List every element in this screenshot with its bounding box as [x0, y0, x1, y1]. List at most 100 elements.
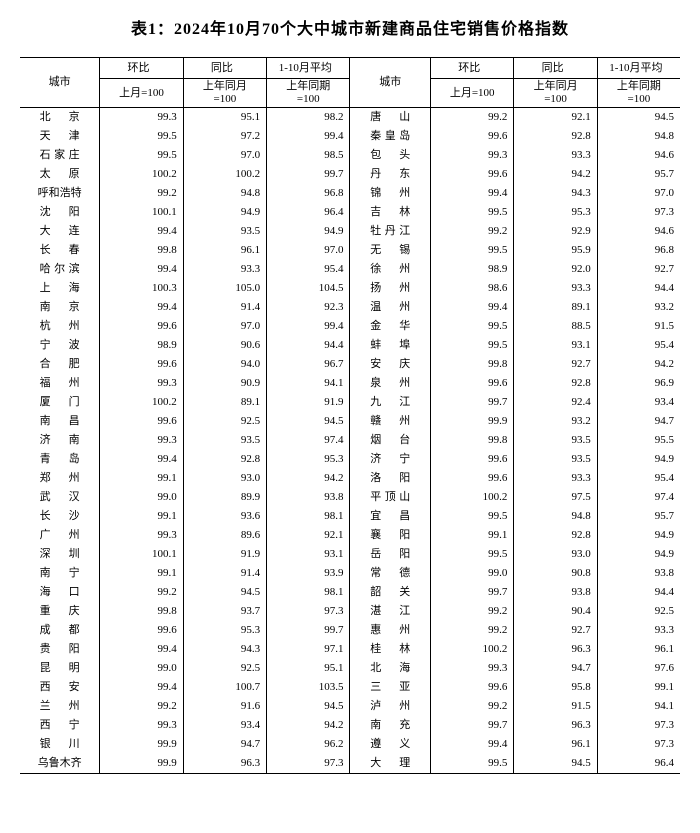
value-mom: 99.6 — [100, 412, 183, 431]
city-name: 西安 — [20, 678, 100, 697]
value-mom: 99.2 — [100, 184, 183, 203]
value-avg: 92.5 — [597, 602, 680, 621]
value-yoy: 96.3 — [183, 754, 266, 774]
value-yoy: 92.9 — [514, 222, 597, 241]
value-yoy: 95.8 — [514, 678, 597, 697]
value-yoy: 90.9 — [183, 374, 266, 393]
value-avg: 91.9 — [267, 393, 350, 412]
value-yoy: 96.1 — [514, 735, 597, 754]
value-avg: 94.9 — [597, 526, 680, 545]
value-avg: 93.1 — [267, 545, 350, 564]
value-avg: 97.0 — [267, 241, 350, 260]
value-avg: 94.7 — [597, 412, 680, 431]
city-name: 厦门 — [20, 393, 100, 412]
value-yoy: 96.3 — [514, 716, 597, 735]
city-name: 徐州 — [350, 260, 431, 279]
value-mom: 99.3 — [100, 526, 183, 545]
value-avg: 95.1 — [267, 659, 350, 678]
value-mom: 99.5 — [431, 203, 514, 222]
value-yoy: 91.4 — [183, 564, 266, 583]
value-mom: 99.3 — [100, 716, 183, 735]
value-mom: 99.5 — [431, 545, 514, 564]
value-mom: 99.2 — [100, 583, 183, 602]
value-yoy: 93.0 — [183, 469, 266, 488]
value-avg: 95.4 — [597, 469, 680, 488]
value-yoy: 93.0 — [514, 545, 597, 564]
value-mom: 99.2 — [431, 108, 514, 128]
value-avg: 97.3 — [267, 602, 350, 621]
city-name: 太原 — [20, 165, 100, 184]
value-avg: 97.3 — [597, 735, 680, 754]
value-avg: 95.3 — [267, 450, 350, 469]
value-avg: 96.1 — [597, 640, 680, 659]
value-yoy: 93.5 — [183, 431, 266, 450]
city-name: 南京 — [20, 298, 100, 317]
value-yoy: 94.7 — [183, 735, 266, 754]
value-avg: 94.2 — [267, 716, 350, 735]
value-mom: 100.2 — [100, 165, 183, 184]
value-avg: 94.5 — [267, 697, 350, 716]
header-yoy-2: 同比 — [514, 58, 597, 79]
value-avg: 94.2 — [597, 355, 680, 374]
value-yoy: 97.5 — [514, 488, 597, 507]
value-yoy: 88.5 — [514, 317, 597, 336]
value-mom: 99.2 — [431, 222, 514, 241]
value-mom: 99.5 — [100, 146, 183, 165]
value-yoy: 93.3 — [183, 260, 266, 279]
value-mom: 99.8 — [100, 241, 183, 260]
value-mom: 99.2 — [431, 697, 514, 716]
value-mom: 99.5 — [431, 754, 514, 774]
table-row: 厦门100.289.191.9九江99.792.493.4 — [20, 393, 680, 412]
value-mom: 99.6 — [431, 127, 514, 146]
city-name: 扬州 — [350, 279, 431, 298]
city-name: 锦州 — [350, 184, 431, 203]
city-name: 西宁 — [20, 716, 100, 735]
value-avg: 94.2 — [267, 469, 350, 488]
value-avg: 95.7 — [597, 507, 680, 526]
value-yoy: 97.2 — [183, 127, 266, 146]
city-name: 长春 — [20, 241, 100, 260]
value-mom: 99.6 — [431, 374, 514, 393]
value-mom: 99.6 — [100, 317, 183, 336]
city-name: 蚌埠 — [350, 336, 431, 355]
table-row: 银川99.994.796.2遵义99.496.197.3 — [20, 735, 680, 754]
city-name: 包头 — [350, 146, 431, 165]
value-mom: 99.9 — [100, 735, 183, 754]
value-mom: 98.9 — [431, 260, 514, 279]
table-row: 石家庄99.597.098.5包头99.393.394.6 — [20, 146, 680, 165]
city-name: 呼和浩特 — [20, 184, 100, 203]
table-row: 重庆99.893.797.3湛江99.290.492.5 — [20, 602, 680, 621]
value-mom: 99.6 — [431, 678, 514, 697]
value-yoy: 94.8 — [514, 507, 597, 526]
value-mom: 99.9 — [100, 754, 183, 774]
city-name: 济南 — [20, 431, 100, 450]
city-name: 大连 — [20, 222, 100, 241]
header-city-1: 城市 — [20, 58, 100, 108]
value-yoy: 95.1 — [183, 108, 266, 128]
value-avg: 98.1 — [267, 583, 350, 602]
value-avg: 91.5 — [597, 317, 680, 336]
value-avg: 93.9 — [267, 564, 350, 583]
value-yoy: 92.5 — [183, 659, 266, 678]
value-mom: 99.4 — [100, 222, 183, 241]
value-yoy: 94.3 — [514, 184, 597, 203]
city-name: 南昌 — [20, 412, 100, 431]
table-row: 宁波98.990.694.4蚌埠99.593.195.4 — [20, 336, 680, 355]
value-yoy: 95.9 — [514, 241, 597, 260]
value-yoy: 92.5 — [183, 412, 266, 431]
city-name: 九江 — [350, 393, 431, 412]
value-avg: 95.7 — [597, 165, 680, 184]
value-avg: 97.1 — [267, 640, 350, 659]
value-yoy: 93.1 — [514, 336, 597, 355]
subheader-mom-1: 上月=100 — [100, 79, 183, 108]
value-avg: 97.3 — [597, 203, 680, 222]
value-yoy: 92.8 — [183, 450, 266, 469]
value-yoy: 94.5 — [183, 583, 266, 602]
value-yoy: 96.3 — [514, 640, 597, 659]
value-mom: 98.9 — [100, 336, 183, 355]
city-name: 遵义 — [350, 735, 431, 754]
value-mom: 99.3 — [100, 374, 183, 393]
value-mom: 99.4 — [100, 640, 183, 659]
city-name: 贵阳 — [20, 640, 100, 659]
value-avg: 99.7 — [267, 621, 350, 640]
